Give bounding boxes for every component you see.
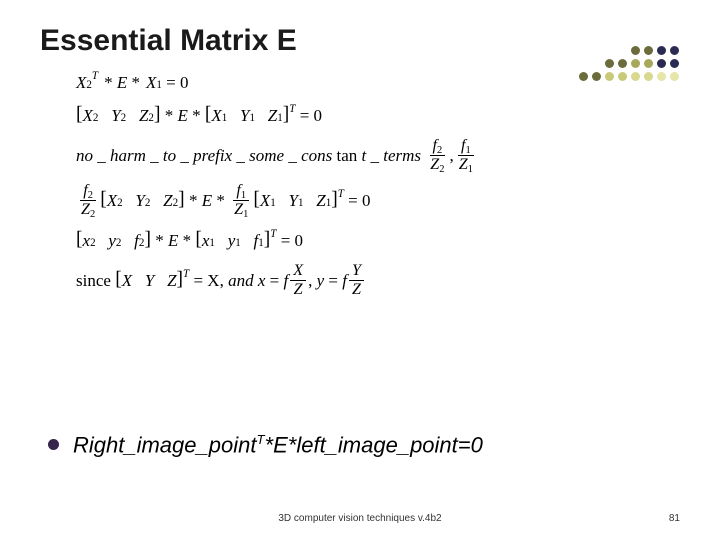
dot [644, 46, 653, 55]
dot [579, 46, 588, 55]
bullet-icon [48, 439, 59, 450]
equation-block: X2T * E * X1 = 0 [X2 Y2 Z2] * E * [X1 Y1… [76, 72, 680, 298]
eq-2: [X2 Y2 Z2] * E * [X1 Y1 Z1]T = 0 [76, 103, 680, 127]
dot [657, 72, 666, 81]
dot [618, 46, 627, 55]
eq-5: [x2 y2 f2] * E * [x1 y1 f1]T = 0 [76, 228, 680, 252]
dot [618, 59, 627, 68]
dot [644, 59, 653, 68]
dot [631, 59, 640, 68]
dot [579, 59, 588, 68]
dot [670, 46, 679, 55]
page-number: 81 [669, 513, 680, 524]
eq-4: f2Z2 [X2 Y2 Z2] * E * f1Z1 [X1 Y1 Z1]T =… [76, 183, 680, 218]
dot [592, 72, 601, 81]
dot [579, 72, 588, 81]
dot [631, 46, 640, 55]
dot [657, 46, 666, 55]
dot [592, 46, 601, 55]
bullet-item: Right_image_pointT*E*left_image_point=0 [48, 432, 483, 458]
footer-center: 3D computer vision techniques v.4b2 [0, 513, 720, 524]
dot [631, 72, 640, 81]
dot [605, 72, 614, 81]
dot [670, 59, 679, 68]
eq-3: no _ harm _ to _ prefix _ some _ cons ta… [76, 138, 680, 173]
dot [618, 72, 627, 81]
dot [605, 59, 614, 68]
dot [657, 59, 666, 68]
dot [605, 46, 614, 55]
bullet-text: Right_image_pointT*E*left_image_point=0 [73, 432, 483, 458]
dot [644, 72, 653, 81]
dot [592, 59, 601, 68]
dot [670, 72, 679, 81]
eq-6: since [X Y Z]T = X, and x = f XZ , y = f… [76, 263, 680, 298]
decorative-dots [579, 46, 680, 82]
